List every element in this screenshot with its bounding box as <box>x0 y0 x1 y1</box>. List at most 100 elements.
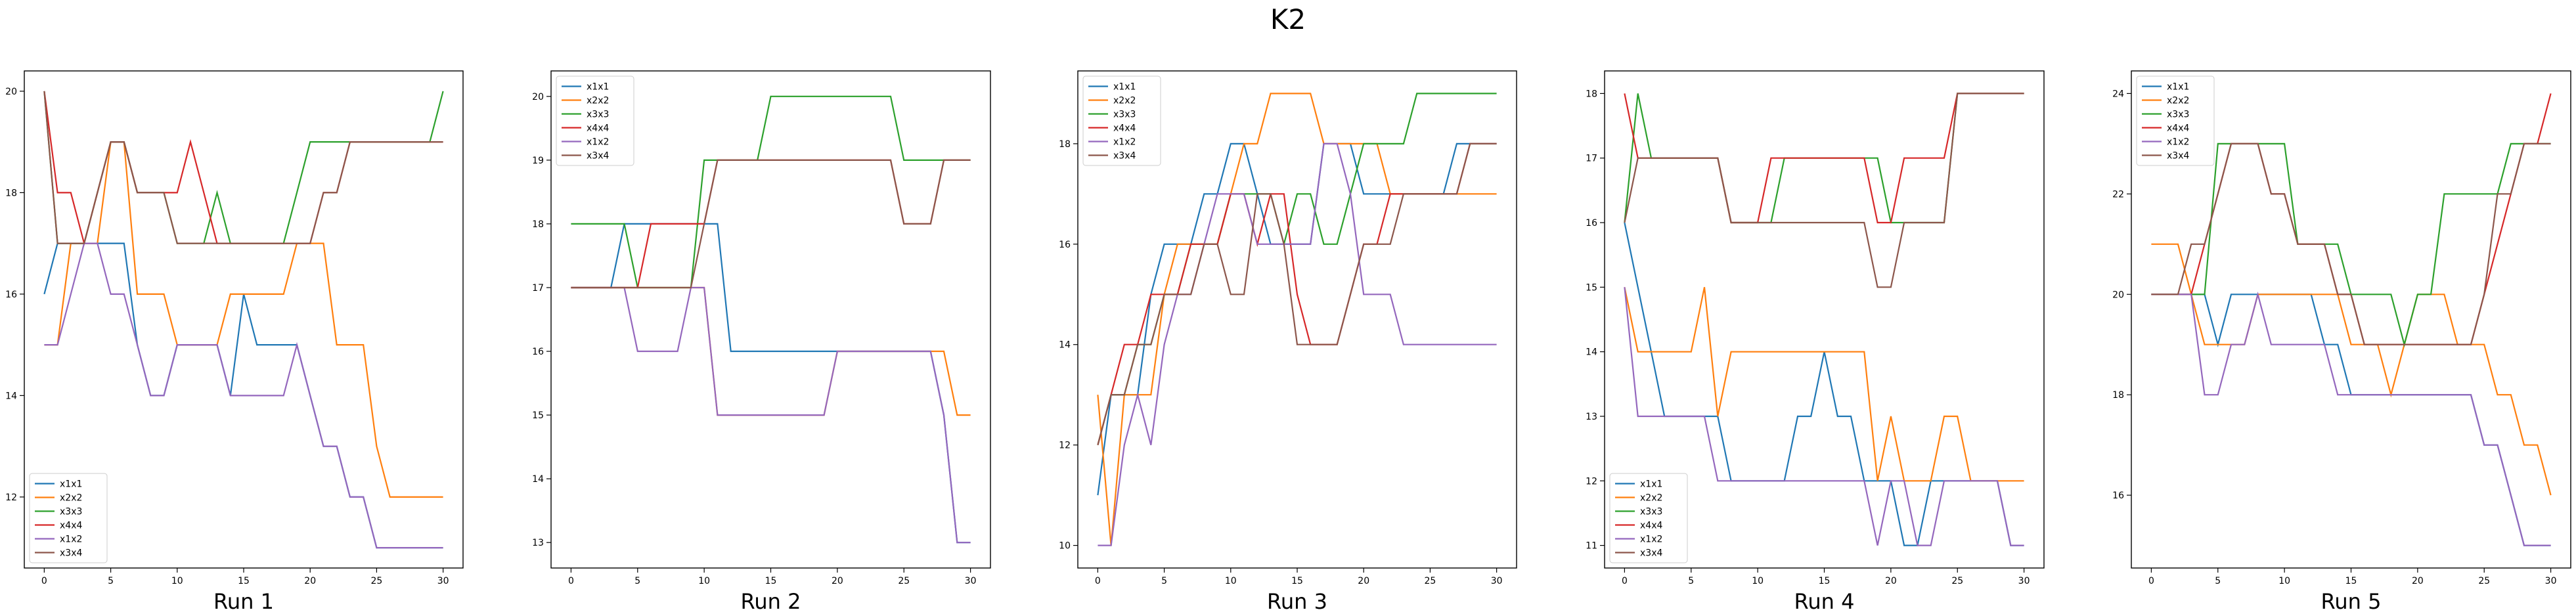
y-tick-label: 15 <box>1586 282 1597 293</box>
panel-2: 0 5 10 15 20 25 30 13 14 15 16 17 18 19 20 Run 2 x1x1 x2x… <box>532 70 991 612</box>
y-tick-label: 18 <box>5 188 17 198</box>
panel-title: Run 1 <box>213 589 274 612</box>
legend-label-x3x4: x3x4 <box>1113 151 1136 162</box>
legend-label-x1x2: x1x2 <box>60 535 82 545</box>
x-tick-label: 20 <box>1358 576 1369 586</box>
x-tick-label: 20 <box>1885 576 1897 586</box>
y-tick-label: 16 <box>2112 491 2124 501</box>
legend-label-x1x2: x1x2 <box>1113 137 1136 148</box>
series-line-x1x2 <box>1098 142 1497 546</box>
x-tick-label: 5 <box>1688 576 1694 586</box>
x-tick-label: 10 <box>698 576 710 586</box>
y-tick-label: 13 <box>1586 412 1597 422</box>
legend-label-x1x1: x1x1 <box>1640 479 1662 490</box>
y-tick-label: 13 <box>532 538 544 548</box>
x-tick-label: 15 <box>238 576 250 586</box>
x-tick-label: 10 <box>171 576 183 586</box>
legend-label-x1x1: x1x1 <box>60 479 82 490</box>
x-tick-label: 5 <box>2215 576 2221 586</box>
y-tick-label: 18 <box>532 219 544 230</box>
x-tick-label: 25 <box>1951 576 1963 586</box>
legend-label-x4x4: x4x4 <box>1113 123 1136 134</box>
panel-title: Run 4 <box>1794 589 1855 612</box>
y-tick-label: 24 <box>2112 89 2124 99</box>
x-tick-label: 5 <box>1161 576 1167 586</box>
x-tick-label: 25 <box>898 576 910 586</box>
x-tick-label: 5 <box>108 576 114 586</box>
panel-title: Run 3 <box>1267 589 1327 612</box>
legend: x1x1 x2x2 x3x3 x4x4 x1x2 x3x4 <box>1082 76 1161 166</box>
x-tick-label: 15 <box>2345 576 2357 586</box>
legend: x1x1 x2x2 x3x3 x4x4 x1x2 x3x4 <box>1609 473 1688 563</box>
legend-label-x3x3: x3x3 <box>2167 110 2189 120</box>
legend-box <box>1609 473 1688 563</box>
series-line-x2x2 <box>1624 287 2024 482</box>
y-tick-label: 12 <box>5 492 17 503</box>
series-line-x1x2 <box>2151 292 2551 546</box>
legend: x1x1 x2x2 x3x3 x4x4 x1x2 x3x4 <box>29 473 108 563</box>
x-tick-label: 30 <box>2018 576 2030 586</box>
x-tick-label: 0 <box>2148 576 2154 586</box>
panel-title: Run 5 <box>2321 589 2382 612</box>
y-tick-label: 18 <box>1586 89 1597 99</box>
panel-4: 0 5 10 15 20 25 30 11 12 13 14 15 16 17 18 Run 4 x1x1 x2x… <box>1586 70 2045 612</box>
legend-label-x4x4: x4x4 <box>2167 123 2189 134</box>
legend-box <box>1082 76 1161 166</box>
x-tick-label: 25 <box>2478 576 2490 586</box>
legend-label-x1x1: x1x1 <box>2167 82 2189 93</box>
series-line-x2x2 <box>44 141 443 498</box>
x-tick-label: 15 <box>1819 576 1831 586</box>
x-tick-label: 15 <box>1291 576 1303 586</box>
figure-title: K2 <box>1270 3 1306 35</box>
y-tick-label: 16 <box>1059 240 1071 250</box>
y-tick-label: 18 <box>2112 390 2124 401</box>
series-line-x1x2 <box>571 286 971 544</box>
panel-title: Run 2 <box>741 589 801 612</box>
x-tick-label: 0 <box>1622 576 1628 586</box>
x-tick-label: 25 <box>371 576 383 586</box>
series-line-x1x2 <box>1624 287 2024 546</box>
legend-label-x3x4: x3x4 <box>60 548 82 559</box>
x-tick-label: 30 <box>437 576 449 586</box>
y-tick-label: 19 <box>532 156 544 166</box>
x-tick-label: 10 <box>2278 576 2290 586</box>
legend-box <box>29 473 108 563</box>
x-tick-label: 0 <box>568 576 574 586</box>
y-tick-label: 22 <box>2112 189 2124 200</box>
x-tick-label: 15 <box>765 576 777 586</box>
legend-label-x4x4: x4x4 <box>1640 521 1662 531</box>
y-tick-label: 20 <box>5 87 17 97</box>
x-tick-label: 0 <box>1095 576 1101 586</box>
legend-label-x3x3: x3x3 <box>587 110 609 120</box>
y-tick-label: 15 <box>532 410 544 421</box>
legend-label-x1x2: x1x2 <box>587 137 609 148</box>
legend-label-x1x2: x1x2 <box>2167 137 2189 148</box>
series-line-x1x1 <box>571 223 971 544</box>
x-tick-label: 30 <box>965 576 977 586</box>
x-tick-label: 20 <box>2412 576 2424 586</box>
x-tick-label: 5 <box>634 576 640 586</box>
legend-label-x3x4: x3x4 <box>587 151 609 162</box>
y-tick-label: 20 <box>2112 290 2124 300</box>
legend-label-x2x2: x2x2 <box>1640 493 1662 504</box>
y-tick-label: 16 <box>532 347 544 357</box>
y-tick-label: 14 <box>1586 347 1597 358</box>
legend-box <box>556 76 634 166</box>
series-line-x1x1 <box>2151 294 2551 546</box>
legend-box <box>2136 76 2215 166</box>
y-tick-label: 17 <box>532 283 544 294</box>
legend-label-x1x1: x1x1 <box>1113 82 1136 93</box>
y-tick-label: 16 <box>5 290 17 300</box>
y-tick-label: 11 <box>1586 541 1597 552</box>
series-line-x2x2 <box>2151 243 2552 496</box>
y-tick-label: 12 <box>1586 476 1597 487</box>
y-tick-label: 14 <box>532 474 544 485</box>
y-tick-label: 20 <box>532 92 544 102</box>
legend-label-x3x4: x3x4 <box>2167 151 2189 162</box>
series-line-x3x4 <box>2151 142 2551 345</box>
legend-label-x3x3: x3x3 <box>1113 110 1136 120</box>
